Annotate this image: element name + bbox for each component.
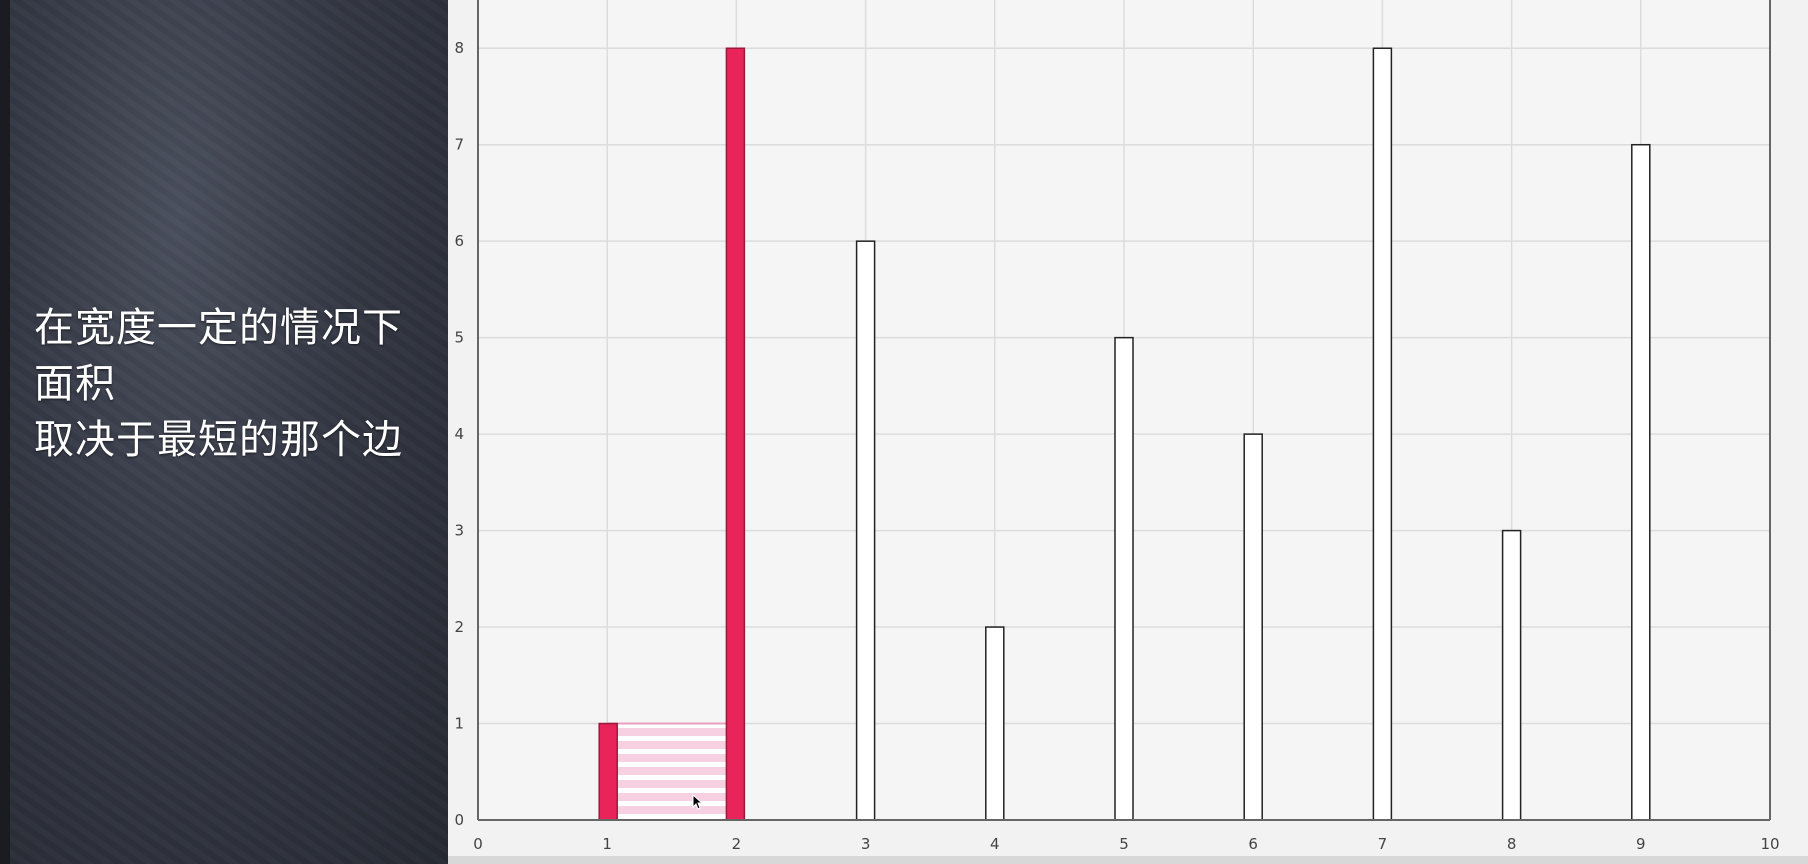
y-tick-label-0: 0	[454, 811, 464, 829]
y-tick-label-7: 7	[454, 136, 464, 154]
y-tick-label-8: 8	[454, 39, 464, 57]
y-tick-label-6: 6	[454, 232, 464, 250]
bar-1	[598, 722, 618, 821]
x-tick-label-0: 0	[473, 835, 483, 853]
x-tick-label-10: 10	[1760, 835, 1779, 853]
y-tick-label-1: 1	[454, 715, 464, 733]
y-tick-label-2: 2	[454, 618, 464, 636]
x-tick-label-6: 6	[1248, 835, 1258, 853]
bar-4	[985, 626, 1005, 821]
x-tick-label-3: 3	[861, 835, 871, 853]
bar-3	[855, 240, 876, 821]
y-tick-label-3: 3	[454, 522, 464, 540]
bar-9	[1631, 143, 1651, 821]
bar-7	[1372, 47, 1393, 821]
x-tick-label-7: 7	[1378, 835, 1388, 853]
y-tick-label-5: 5	[454, 329, 464, 347]
x-tick-label-2: 2	[732, 835, 742, 853]
bar-8	[1501, 529, 1522, 821]
area-fill	[607, 723, 737, 820]
caption-line-2: 面积	[34, 361, 116, 407]
caption-line-3: 取决于最短的那个边	[34, 417, 403, 463]
bottom-strip	[448, 856, 1808, 864]
caption: 在宽度一定的情况下 面积 取决于最短的那个边	[34, 300, 403, 468]
left-panel	[0, 0, 448, 864]
mouse-cursor-icon	[692, 793, 704, 810]
bar-2	[725, 47, 746, 821]
bar-chart: 0 1 2 3 4 5 6 7 8 9 10 0 1 2 3 4 5 6 7 8	[454, 0, 1780, 853]
caption-line-1: 在宽度一定的情况下	[34, 305, 403, 351]
x-tick-label-5: 5	[1119, 835, 1129, 853]
y-tick-label-4: 4	[454, 425, 464, 443]
x-tick-label-9: 9	[1636, 835, 1646, 853]
left-edge	[0, 0, 10, 864]
x-tick-label-1: 1	[602, 835, 612, 853]
chart-panel: 0 1 2 3 4 5 6 7 8 9 10 0 1 2 3 4 5 6 7 8	[448, 0, 1808, 864]
bar-6	[1243, 433, 1263, 821]
bar-5	[1114, 336, 1134, 821]
x-tick-label-8: 8	[1507, 835, 1517, 853]
x-tick-label-4: 4	[990, 835, 1000, 853]
